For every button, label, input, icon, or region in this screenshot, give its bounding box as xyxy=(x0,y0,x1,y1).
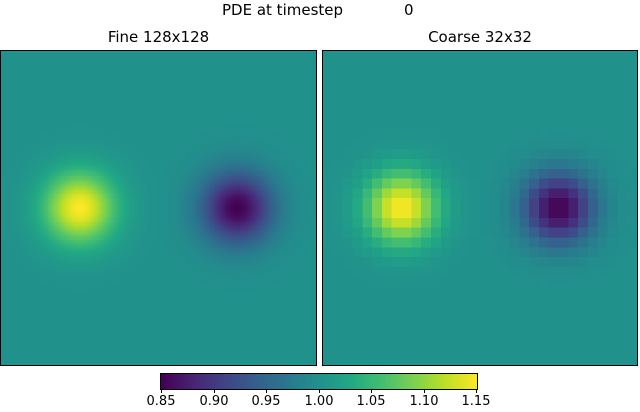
colorbar-tick-label: 1.00 xyxy=(304,394,334,409)
coarse-heatmap xyxy=(322,50,638,366)
colorbar-tick-label: 0.95 xyxy=(251,394,281,409)
colorbar-tick xyxy=(266,389,267,393)
colorbar-tick xyxy=(214,389,215,393)
timestep-value: 0 xyxy=(404,1,414,19)
colorbar-tick xyxy=(161,389,162,393)
colorbar-tick xyxy=(319,389,320,393)
colorbar-tick-label: 0.85 xyxy=(146,394,176,409)
colorbar-tick-label: 1.15 xyxy=(461,394,491,409)
coarse-panel-title: Coarse 32x32 xyxy=(428,28,532,46)
colorbar-gradient xyxy=(161,374,477,389)
colorbar-tick-label: 0.90 xyxy=(199,394,229,409)
figure-title: PDE at timestep 0 xyxy=(0,0,640,20)
colorbar xyxy=(160,373,478,390)
colorbar-tick xyxy=(476,389,477,393)
colorbar-tick-label: 1.05 xyxy=(356,394,386,409)
colorbar-tick-label: 1.10 xyxy=(409,394,439,409)
colorbar-tick xyxy=(424,389,425,393)
fine-heatmap xyxy=(0,50,317,366)
fine-panel-title: Fine 128x128 xyxy=(107,28,210,46)
fine-heatmap-image xyxy=(1,51,316,365)
colorbar-tick xyxy=(371,389,372,393)
figure-title-label: PDE at timestep xyxy=(222,1,344,19)
coarse-heatmap-image xyxy=(323,51,637,365)
